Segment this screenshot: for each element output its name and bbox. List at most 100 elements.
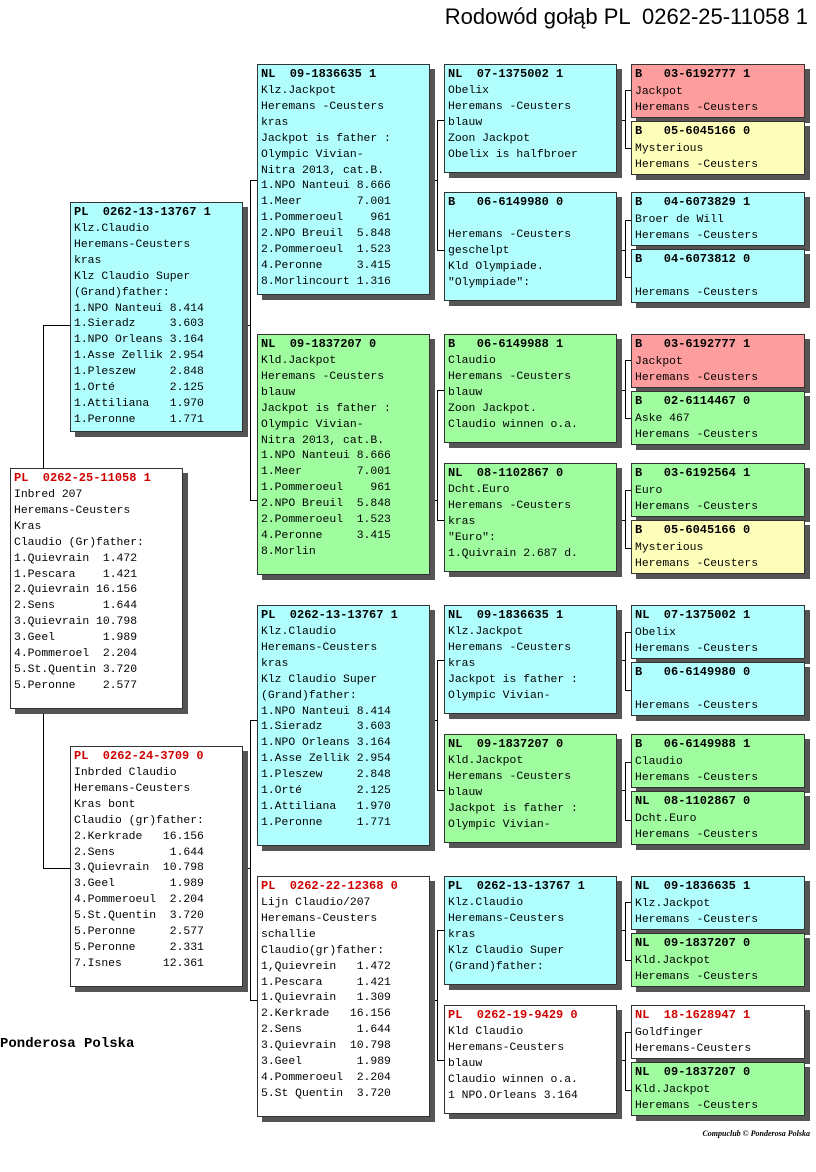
detail-line: 5.St.Quentin 3.720 [14,663,138,676]
great-great-grandparent-card: NL 09-1837207 0 Kld.Jackpot Heremans -Ceus… [631,933,805,987]
great-great-grandparent-card: NL 09-1836635 1 Klz.Jackpot Heremans -Ceus… [631,876,805,930]
ring-number: B 03-6192777 1 [635,337,751,351]
ring-number: NL 09-1837207 0 [448,737,564,751]
detail-line: Claudio winnen o.a. [448,1073,578,1086]
ring-number: NL 08-1102867 0 [448,466,564,480]
detail-line: Broer de Will [635,214,724,226]
detail-line: 2.Sens 1.644 [261,1024,391,1037]
detail-line: 2.Pommeroeul 1.523 [261,244,391,257]
ring-number: B 06-6149988 1 [635,737,751,751]
great-great-grandparent-card: B 03-6192777 1 Jackpot Heremans -Ceusters [631,64,805,118]
detail-line: Heremans -Ceusters [261,100,385,113]
parent-card: PL 0262-13-13767 1 Klz.Claudio Heremans-Ce… [70,202,243,432]
detail-line: 3.Geel 1.989 [261,1056,391,1069]
detail-line: Heremans -Ceusters [635,158,759,171]
detail-line: (Grand)father: [74,286,170,299]
great-great-grandparent-card: B 06-6149988 1 Claudio Heremans -Ceusters [631,734,805,788]
ring-number: B 03-6192777 1 [635,67,751,81]
connector-line [437,120,445,121]
pigeon-details: Kld.Jackpot Heremans -Ceusters blauw Jackpo… [445,751,616,834]
detail-line: 1.NPO Nanteui 8.666 [261,450,391,463]
detail-line: 2.Sens 1.644 [14,600,138,613]
detail-line: 1.Attiliana 1.970 [261,800,391,813]
detail-line: Klz.Jackpot [448,626,524,638]
detail-line: Claudio(gr)father: [261,944,385,957]
detail-line: Heremans -Ceusters [448,499,572,512]
detail-line: 1.Peronne 1.771 [74,413,204,426]
pigeon-details: Klz.Jackpot Heremans -Ceusters [632,893,804,929]
detail-line: Inbrded Claudio [74,767,177,779]
connector-line [617,1060,626,1061]
detail-line: Klz.Claudio [74,223,150,235]
detail-line: Zoon Jackpot [448,132,531,145]
detail-line: 3.Quievrain 10.798 [14,616,138,629]
ring-number: NL 08-1102867 0 [635,794,751,808]
connector-line [43,325,71,326]
detail-line: Nitra 2013, cat.B. [261,164,385,177]
pigeon-details: Kld.Jackpot Heremans -Ceusters [632,950,804,986]
detail-line: Claudio (gr)father: [74,814,204,827]
detail-line [448,212,613,228]
detail-line: Heremans -Ceusters [635,970,759,983]
detail-line: 1.Meer 7.001 [261,196,391,209]
detail-line: Jackpot is father : [448,673,578,686]
great-grandparent-card: NL 08-1102867 0 Dcht.Euro Heremans -Ceuste… [444,463,617,572]
connector-line [437,930,445,931]
ring-number: B 04-6073812 0 [635,252,751,266]
detail-line: 1.Quievrain 1.472 [14,552,138,565]
detail-line: Claudio [635,756,683,768]
grandparent-card: NL 09-1837207 0 Kld.Jackpot Heremans -Ceus… [257,334,430,575]
ring-number: B 05-6045166 0 [635,523,751,537]
great-great-grandparent-card: B 03-6192777 1 Jackpot Heremans -Ceusters [631,334,805,388]
connector-line [250,180,251,501]
detail-line: Olympic Vivian- [261,148,364,161]
detail-line: Heremans -Ceusters [635,229,759,242]
ring-number: NL 09-1837207 0 [635,936,751,950]
detail-line: 1.Quievrain 1.309 [261,992,391,1005]
detail-line: 1.Sieradz 3.603 [74,318,204,331]
pigeon-details: Heremans -Ceusters [632,266,804,302]
ring-number: NL 09-1837207 0 [261,337,377,351]
detail-line: Heremans -Ceusters [635,286,759,299]
detail-line: Heremans -Ceusters [448,641,572,654]
great-great-grandparent-card: NL 08-1102867 0 Dcht.Euro Heremans -Ceuste… [631,791,805,845]
connector-line [437,930,438,1061]
great-grandparent-card: NL 09-1836635 1 Klz.Jackpot Heremans -Ceus… [444,605,617,714]
detail-line: Kld.Jackpot [635,1084,711,1096]
great-grandparent-card: B 06-6149980 0 Heremans -Ceusters geschel… [444,192,617,301]
detail-line: 3.Quievrain 10.798 [261,1040,391,1053]
connector-line [625,902,632,903]
connector-line [617,390,626,391]
detail-line: 1.Pommeroeul 961 [261,212,391,225]
detail-line [635,683,801,699]
pigeon-details: Mysterious Heremans -Ceusters [632,138,804,174]
ring-number: B 06-6149988 1 [448,337,564,351]
connector-line [430,180,438,181]
detail-line: Claudio winnen o.a. [448,418,578,431]
grandparent-card: PL 0262-22-12368 0 Lijn Claudio/207 Herema… [257,876,430,1117]
connector-line [430,500,438,501]
great-great-grandparent-card: B 04-6073829 1 Broer de Will Heremans -Ceu… [631,192,805,246]
connector-line [430,1000,438,1001]
connector-line [250,720,258,721]
connector-line [625,548,632,549]
detail-line: Nitra 2013, cat.B. [261,434,385,447]
detail-line: Claudio (Gr)father: [14,536,144,549]
detail-line: 4.Pommeroeul 2.204 [74,894,204,907]
connector-line [43,709,44,869]
detail-line: Heremans -Ceusters [448,100,572,113]
detail-line: 1.Asse Zellik 2.954 [261,753,391,766]
parent-card: PL 0262-24-3709 0 Inbrded Claudio Heremans… [70,746,243,987]
connector-line [625,960,632,961]
detail-line: Kld.Jackpot [635,955,711,967]
detail-line: 3.Quievrain 10.798 [74,862,204,875]
pigeon-details: Claudio Heremans -Ceusters blauw Zoon Jackp… [445,351,616,434]
detail-line: Heremans -Ceusters [635,828,759,841]
detail-line: Kras bont [74,798,136,811]
pigeon-details: Claudio Heremans -Ceusters [632,751,804,787]
detail-line: 8.Morlin [261,545,316,558]
pigeon-details: Klz.Jackpot Heremans -Ceusters kras Jackpot… [445,622,616,705]
detail-line: 1.NPO Nanteui 8.666 [261,180,391,193]
connector-line [43,325,44,469]
detail-line: blauw [448,116,483,129]
